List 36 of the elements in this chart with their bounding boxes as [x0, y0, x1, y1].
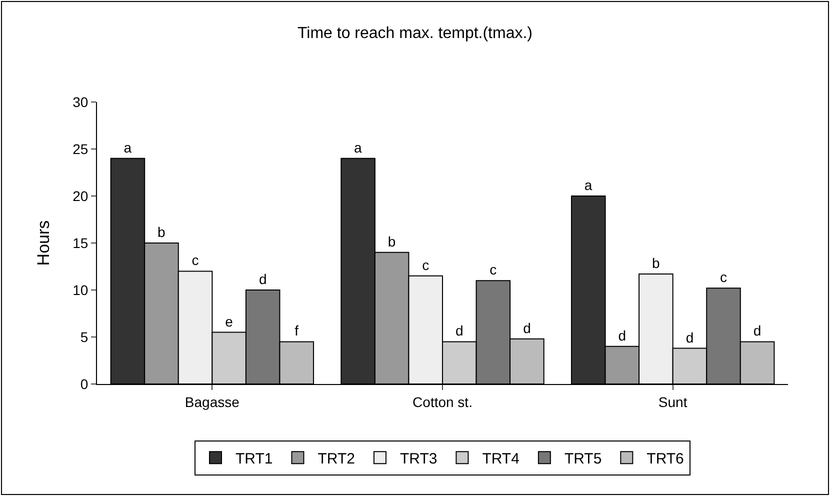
y-tick-label: 10 — [72, 282, 88, 298]
y-tick-label: 0 — [80, 376, 88, 392]
y-axis-title: Hours — [34, 220, 54, 266]
data-label: c — [720, 269, 728, 286]
legend-label: TRT5 — [564, 450, 602, 468]
y-tick-label: 20 — [72, 188, 88, 204]
data-label: d — [523, 320, 531, 336]
data-label: b — [652, 255, 660, 272]
legend-label: TRT4 — [482, 450, 520, 468]
data-label: d — [753, 322, 762, 339]
y-tick-label: 5 — [80, 328, 88, 345]
data-label: b — [388, 233, 396, 250]
chart-title: Time to reach max. tempt.(tmax.) — [297, 24, 533, 42]
data-label: f — [294, 322, 299, 339]
x-tick-label: Cotton st. — [412, 394, 472, 410]
data-label: d — [258, 271, 267, 287]
x-tick-label: Sunt — [658, 394, 688, 410]
data-label: d — [618, 327, 626, 344]
y-tick-label: 30 — [72, 94, 88, 110]
data-label: d — [455, 322, 464, 339]
x-tick-label: Bagasse — [184, 394, 240, 410]
legend-label: TRT2 — [318, 450, 355, 468]
data-label: c — [490, 262, 497, 278]
data-label: a — [124, 139, 132, 156]
data-label: a — [584, 177, 592, 193]
legend-label: TRT1 — [236, 450, 273, 468]
data-label: b — [157, 224, 166, 240]
y-tick-label: 15 — [72, 234, 88, 251]
data-label: a — [354, 139, 362, 156]
legend-label: TRT6 — [646, 450, 684, 468]
data-label: d — [686, 329, 694, 346]
data-label: c — [192, 252, 199, 268]
legend-label: TRT3 — [400, 450, 438, 468]
y-tick-label: 25 — [72, 140, 88, 157]
data-label: e — [225, 313, 234, 330]
data-label: c — [422, 256, 430, 273]
